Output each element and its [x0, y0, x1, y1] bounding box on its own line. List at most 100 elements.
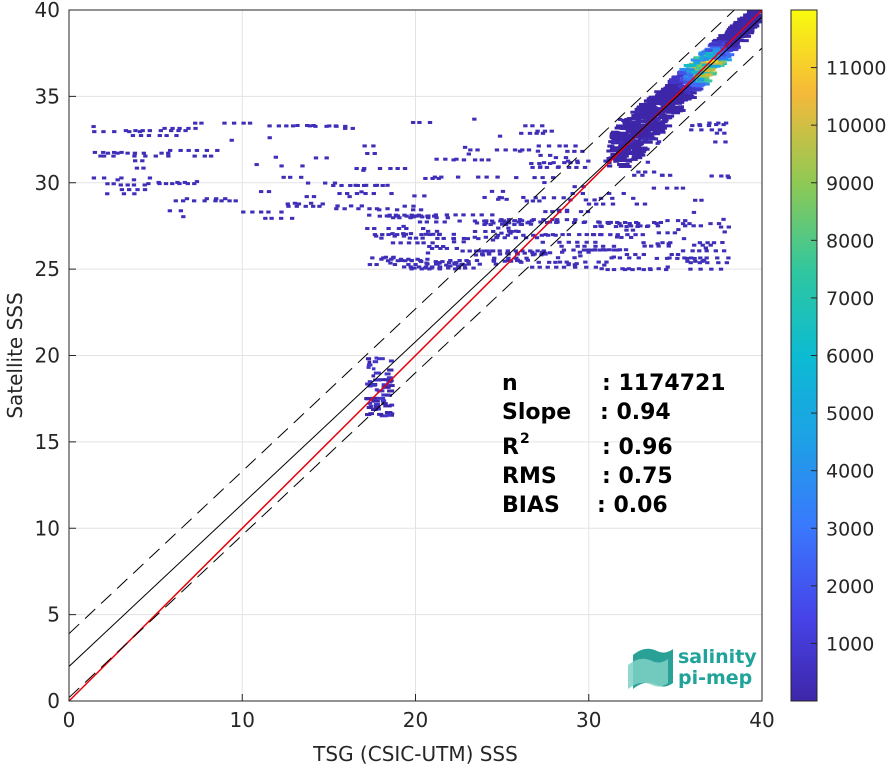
density-cell: [633, 253, 638, 257]
density-cell: [462, 266, 468, 270]
density-cell: [594, 202, 599, 206]
density-cell: [365, 227, 370, 231]
density-cell: [593, 265, 599, 269]
density-cell: [229, 138, 234, 142]
density-cell: [693, 61, 701, 65]
density-cell: [379, 236, 384, 240]
density-cell: [332, 181, 338, 185]
density-cell: [699, 198, 704, 202]
density-cell: [687, 222, 692, 226]
y-tick-label: 30: [35, 171, 60, 195]
density-cell: [180, 199, 186, 203]
density-cell: [414, 214, 419, 218]
density-cell: [615, 233, 620, 237]
density-cell: [643, 170, 648, 174]
density-cell: [545, 233, 551, 237]
density-cell: [223, 197, 228, 201]
density-cell: [359, 204, 364, 208]
density-cell: [337, 192, 342, 196]
density-cell: [386, 376, 393, 380]
density-cell: [634, 107, 645, 111]
density-cell: [664, 93, 671, 97]
density-cell: [373, 403, 381, 407]
density-cell: [631, 196, 636, 200]
density-cell: [499, 196, 505, 200]
density-cell: [132, 154, 137, 158]
density-cell: [638, 102, 650, 106]
density-cell: [625, 233, 630, 237]
density-cell: [419, 260, 424, 264]
density-cell: [296, 202, 302, 206]
density-cell: [156, 180, 161, 184]
density-cell: [620, 140, 633, 144]
density-cell: [438, 246, 443, 250]
density-cell: [454, 157, 459, 161]
density-cell: [561, 196, 566, 200]
density-cell: [704, 249, 709, 253]
density-cell: [454, 261, 459, 265]
density-cell: [98, 154, 103, 158]
density-cell: [544, 221, 550, 225]
density-cell: [367, 380, 373, 384]
density-cell: [367, 384, 373, 388]
density-cell: [708, 222, 713, 226]
density-cell: [574, 165, 579, 169]
density-cell: [613, 146, 627, 150]
density-cell: [722, 230, 727, 234]
density-cell: [557, 260, 563, 264]
density-cell: [619, 126, 625, 130]
density-cell: [388, 384, 395, 388]
density-cell: [645, 160, 651, 164]
density-cell: [395, 167, 400, 171]
density-cell: [606, 191, 612, 195]
density-cell: [474, 259, 480, 263]
density-cell: [655, 141, 660, 145]
density-cell: [565, 149, 570, 153]
density-cell: [698, 256, 703, 260]
density-cell: [430, 241, 435, 245]
density-cell: [642, 202, 648, 206]
density-cell: [377, 214, 382, 218]
stat-r2-label: R: [502, 435, 519, 460]
density-cell: [174, 134, 179, 138]
density-cell: [241, 210, 246, 214]
density-cell: [554, 221, 559, 225]
density-cell: [563, 144, 568, 148]
density-cell: [164, 134, 169, 138]
density-cell: [147, 176, 153, 180]
density-cell: [690, 124, 695, 128]
density-cell: [419, 233, 424, 237]
density-cell: [621, 154, 629, 158]
density-cell: [147, 129, 153, 133]
density-cell: [339, 184, 344, 188]
density-cell: [675, 81, 685, 85]
density-cell: [513, 229, 519, 233]
density-cell: [573, 218, 578, 222]
density-cell: [652, 130, 666, 134]
density-cell: [388, 261, 393, 265]
density-cell: [372, 233, 378, 237]
density-cell: [653, 119, 660, 123]
density-cell: [584, 240, 589, 244]
density-cell: [716, 261, 721, 265]
density-cell: [562, 161, 567, 165]
density-cell: [542, 181, 547, 185]
density-cell: [564, 260, 569, 264]
density-cell: [630, 139, 642, 143]
density-cell: [648, 268, 653, 272]
density-cell: [115, 178, 120, 182]
density-cell: [623, 122, 635, 126]
density-cell: [343, 126, 348, 130]
density-cell: [749, 24, 760, 28]
density-cell: [462, 145, 468, 149]
density-cell: [694, 58, 705, 62]
density-cell: [704, 73, 713, 77]
density-cell: [423, 176, 428, 180]
density-cell: [611, 134, 625, 138]
density-cell: [651, 220, 657, 224]
density-cell: [565, 159, 571, 163]
density-cell: [723, 34, 734, 38]
density-cell: [631, 149, 642, 153]
density-cell: [483, 221, 489, 225]
density-cell: [607, 144, 615, 148]
